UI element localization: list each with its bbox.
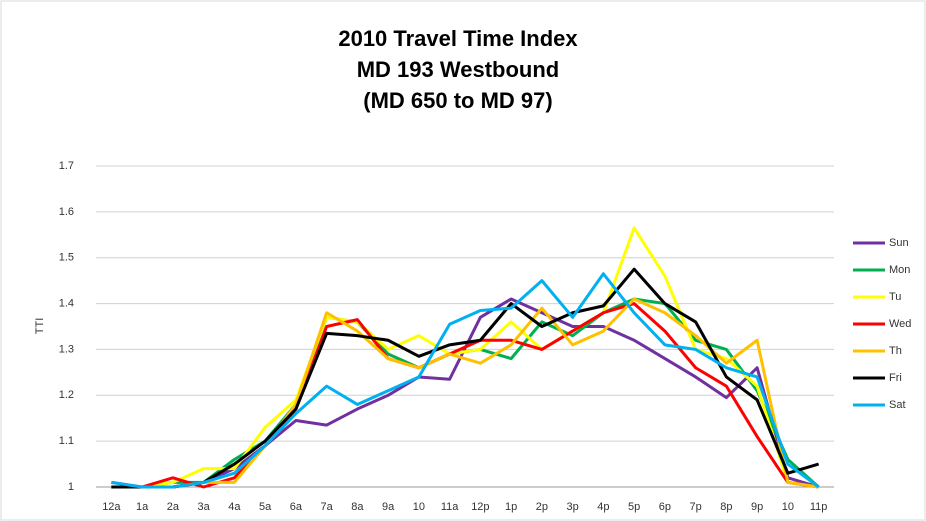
- chart-title: MD 193 Westbound: [357, 57, 560, 82]
- x-tick-label: 8a: [351, 501, 364, 513]
- y-tick-label: 1.2: [59, 389, 74, 401]
- x-tick-label: 6p: [659, 501, 671, 513]
- x-tick-label: 12a: [102, 501, 121, 513]
- x-tick-label: 10: [413, 501, 425, 513]
- y-axis-label: TTI: [34, 318, 46, 335]
- x-tick-label: 10: [782, 501, 794, 513]
- legend-label: Fri: [889, 372, 902, 384]
- legend-label: Sun: [889, 237, 909, 249]
- y-tick-label: 1.6: [59, 206, 74, 218]
- series-line: [111, 267, 820, 489]
- y-tick-label: 1.5: [59, 252, 74, 264]
- x-tick-label: 5p: [628, 501, 640, 513]
- y-tick-label: 1.7: [59, 160, 74, 172]
- x-tick-label: 4p: [597, 501, 609, 513]
- legend-label: Wed: [889, 318, 911, 330]
- series-line: [111, 297, 819, 489]
- x-tick-label: 2p: [536, 501, 548, 513]
- x-tick-label: 3a: [198, 501, 211, 513]
- chart-title: 2010 Travel Time Index: [338, 26, 578, 51]
- y-tick-label: 1.4: [59, 297, 74, 309]
- legend-label: Sat: [889, 399, 906, 411]
- chart-title: (MD 650 to MD 97): [363, 88, 552, 113]
- x-tick-label: 3p: [567, 501, 579, 513]
- x-tick-label: 7p: [690, 501, 702, 513]
- x-tick-label: 4a: [228, 501, 241, 513]
- y-tick-label: 1.1: [59, 435, 74, 447]
- x-tick-label: 5a: [259, 501, 272, 513]
- y-tick-label: 1.3: [59, 343, 74, 355]
- legend-label: Th: [889, 345, 902, 357]
- x-tick-label: 7a: [321, 501, 334, 513]
- x-tick-label: 12p: [471, 501, 489, 513]
- x-tick-label: 1p: [505, 501, 517, 513]
- x-tick-label: 2a: [167, 501, 180, 513]
- x-tick-label: 9a: [382, 501, 395, 513]
- legend-label: Mon: [889, 264, 910, 276]
- x-tick-label: 8p: [720, 501, 732, 513]
- y-tick-label: 1: [68, 481, 74, 493]
- x-tick-label: 11p: [810, 501, 828, 513]
- series-line: [111, 272, 820, 489]
- x-tick-label: 11a: [441, 501, 459, 513]
- x-tick-label: 9p: [751, 501, 763, 513]
- legend-label: Tu: [889, 291, 901, 303]
- series-line: [111, 302, 819, 489]
- x-tick-label: 6a: [290, 501, 303, 513]
- x-tick-label: 1a: [136, 501, 149, 513]
